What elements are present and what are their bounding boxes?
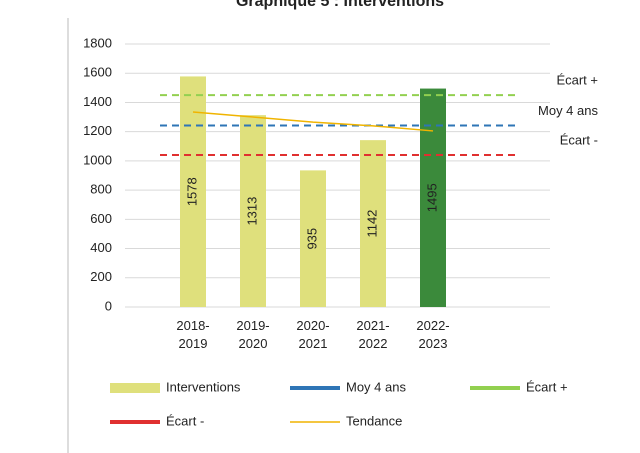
bar xyxy=(360,140,386,307)
x-tick-label: 2020-2021 xyxy=(296,318,329,351)
y-tick-label: 1400 xyxy=(83,94,112,109)
chart-title: Graphique 5 : Interventions xyxy=(236,0,444,10)
reference-label: Écart + xyxy=(556,73,598,88)
y-tick-label: 1000 xyxy=(83,152,112,167)
legend-swatch xyxy=(110,383,160,393)
y-tick-label: 1600 xyxy=(83,65,112,80)
bar xyxy=(180,76,206,307)
value-label: 1142 xyxy=(364,210,379,238)
value-label: 1578 xyxy=(184,177,199,206)
legend-label: Tendance xyxy=(346,413,402,428)
legend-label: Moy 4 ans xyxy=(346,379,406,394)
trend-line xyxy=(192,111,434,132)
legend-label: Écart + xyxy=(526,379,568,394)
bar xyxy=(240,115,266,307)
x-tick-label: 2021-2022 xyxy=(356,318,389,351)
value-label: 935 xyxy=(304,228,319,250)
y-tick-label: 1200 xyxy=(83,123,112,138)
legend-label: Interventions xyxy=(166,379,241,394)
y-tick-label: 600 xyxy=(90,211,112,226)
value-label: 1495 xyxy=(424,183,439,212)
y-tick-label: 400 xyxy=(90,240,112,255)
bar xyxy=(300,170,326,307)
y-tick-label: 0 xyxy=(105,298,112,313)
y-tick-label: 200 xyxy=(90,269,112,284)
reference-label: Moy 4 ans xyxy=(538,103,598,118)
value-label: 1313 xyxy=(244,197,259,226)
legend-label: Écart - xyxy=(166,413,204,428)
x-tick-label: 2018-2019 xyxy=(176,318,209,351)
reference-label: Écart - xyxy=(560,132,598,147)
x-tick-label: 2022-2023 xyxy=(416,318,449,351)
y-tick-label: 1800 xyxy=(83,35,112,50)
x-tick-label: 2019-2020 xyxy=(236,318,269,351)
y-tick-label: 800 xyxy=(90,182,112,197)
